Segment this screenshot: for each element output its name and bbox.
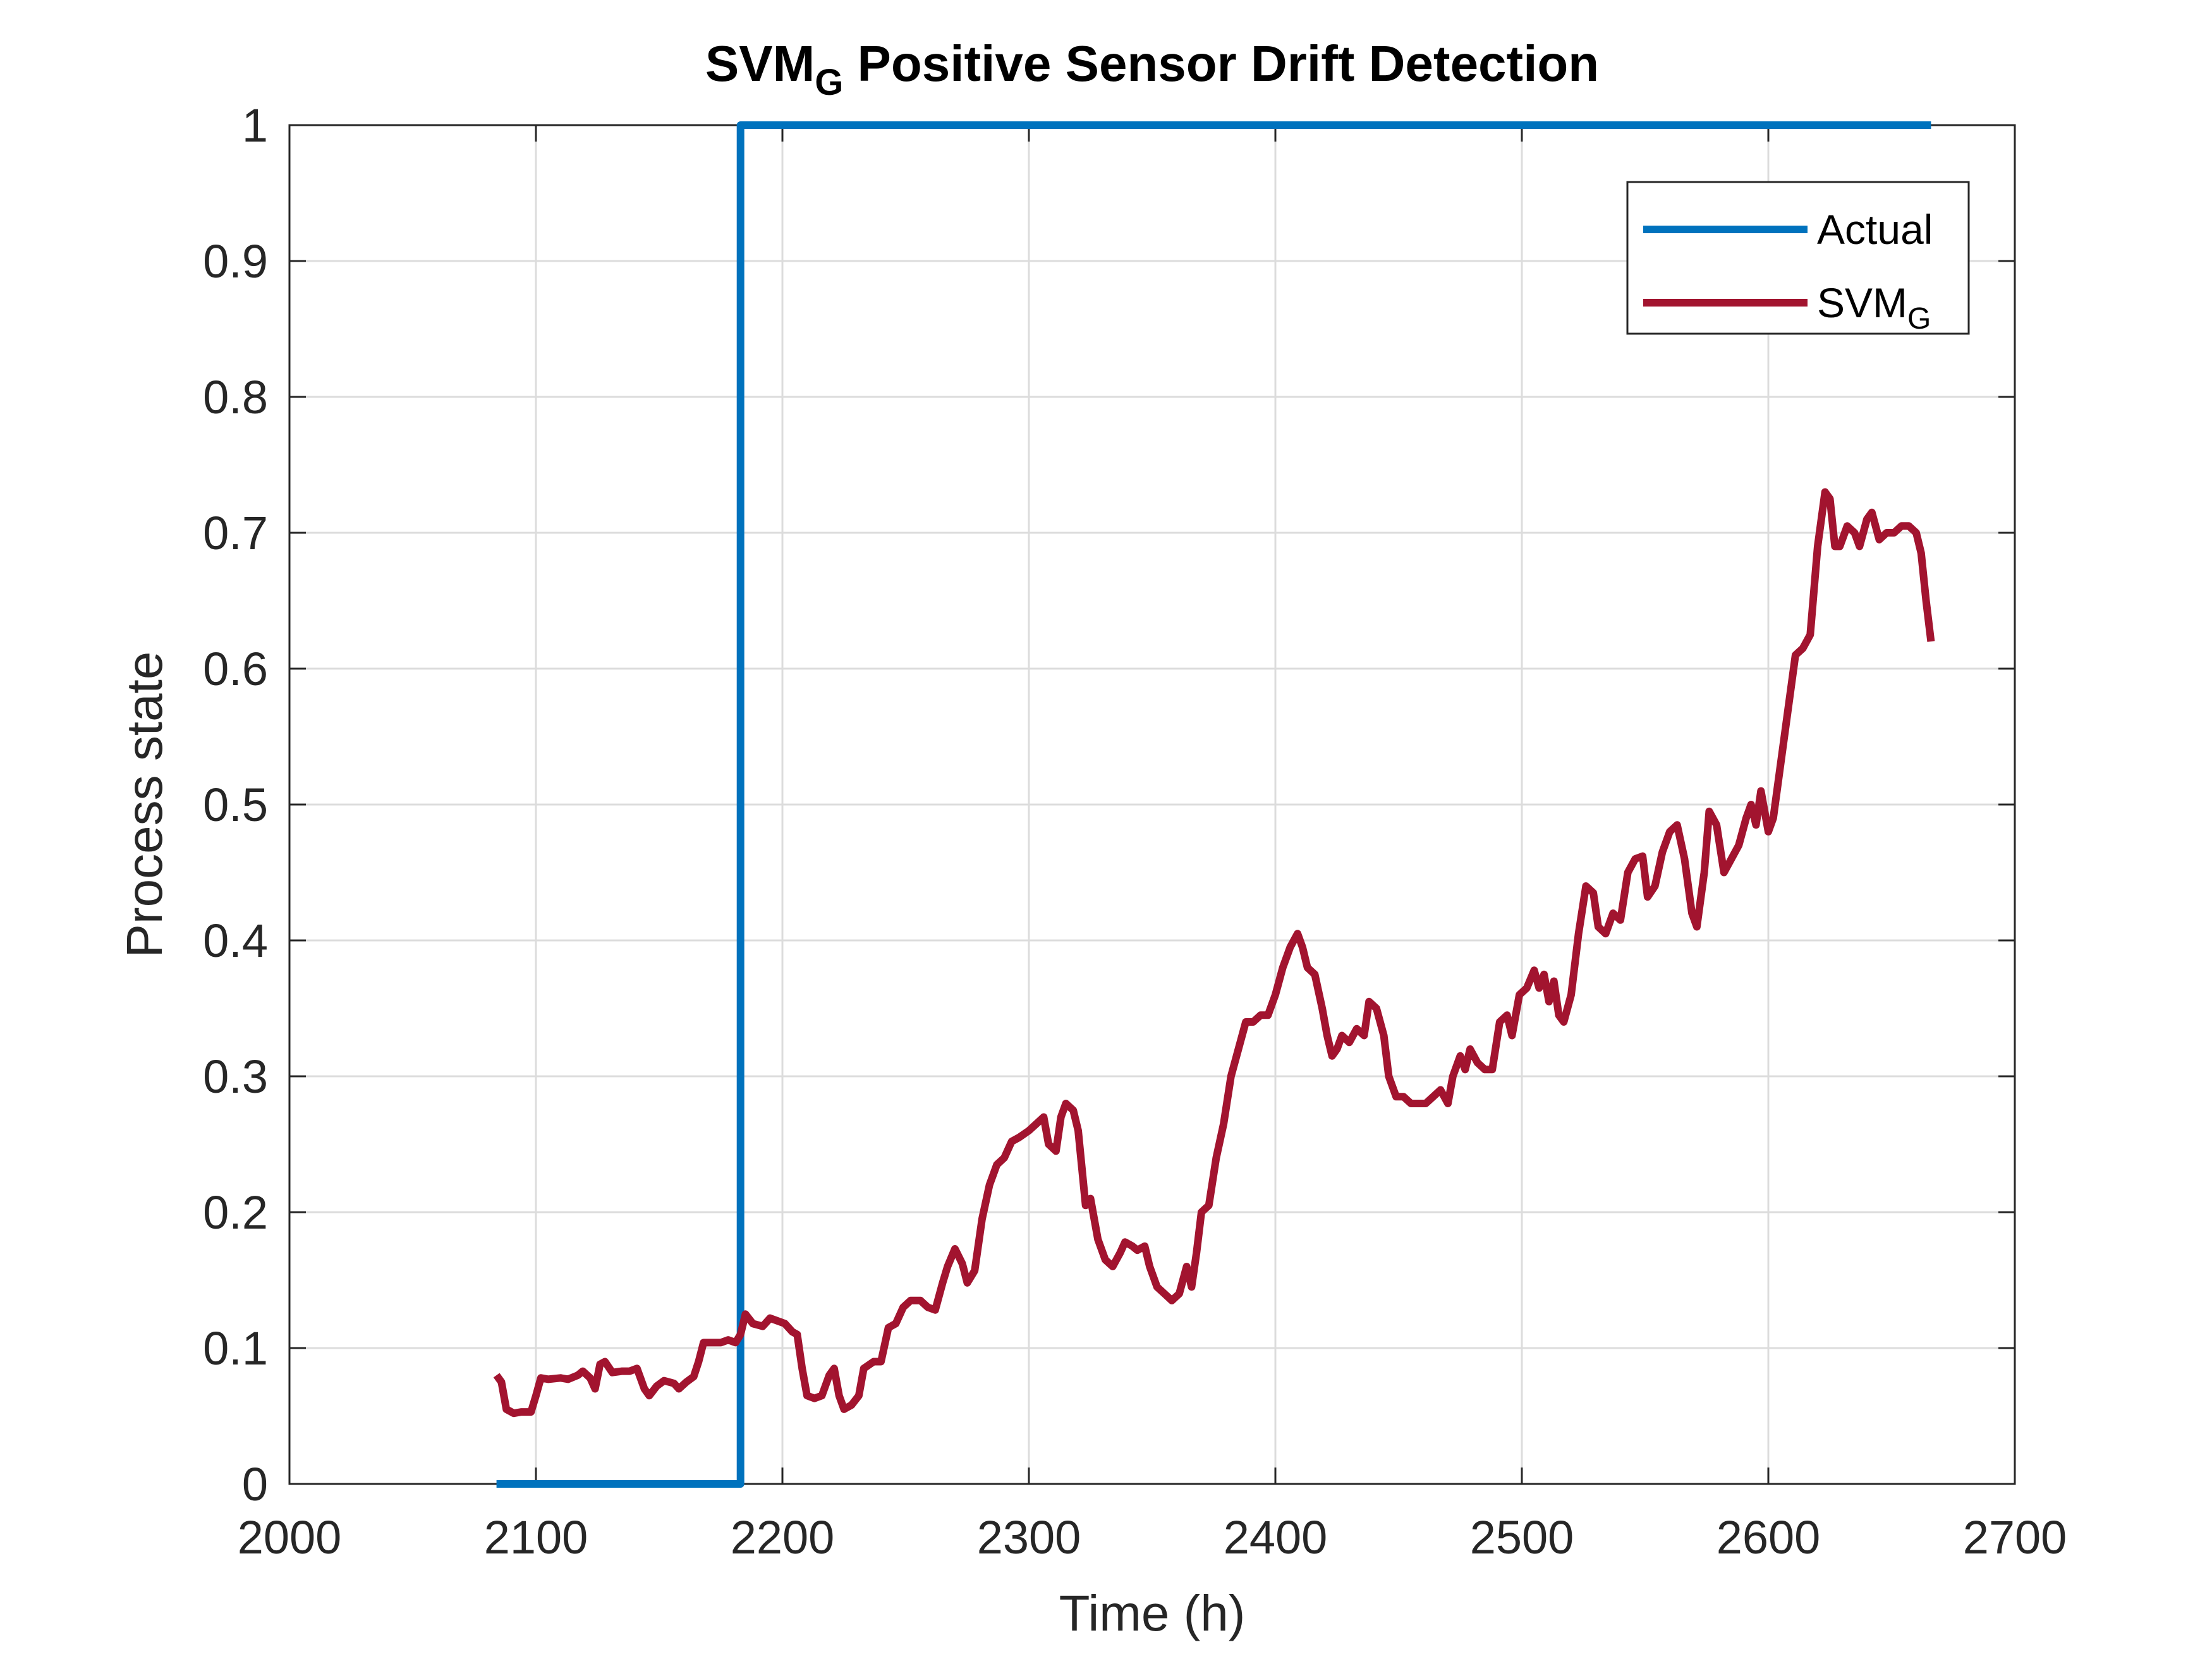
- legend: Actual SVMG: [1626, 181, 1970, 336]
- y-tick-label: 0.3: [203, 1050, 268, 1103]
- y-tick-label: 1: [242, 99, 268, 152]
- chart-title-main: SVM: [705, 35, 815, 92]
- x-tick-label: 2700: [1963, 1511, 2067, 1564]
- y-tick-label: 0.5: [203, 779, 268, 831]
- x-axis-label: Time (h): [1059, 1585, 1246, 1641]
- y-tick-label: 0.8: [203, 371, 268, 423]
- grid: [289, 125, 2015, 1484]
- series-line-actual: [496, 121, 1931, 1488]
- legend-label-svmg-main: SVM: [1817, 279, 1907, 326]
- x-tick-label: 2000: [238, 1511, 342, 1564]
- y-tick-label: 0.6: [203, 643, 268, 695]
- x-tick-label: 2500: [1470, 1511, 1574, 1564]
- x-tick-label: 2400: [1224, 1511, 1328, 1564]
- x-tick-label: 2200: [731, 1511, 835, 1564]
- legend-label-svmg: SVMG: [1817, 279, 1931, 336]
- x-tick-label: 2600: [1717, 1511, 1821, 1564]
- axis-ticks: 2000 2100 2200 2300 2400 2500 2600 2700 0 0.1 0.2 0…: [203, 99, 2067, 1564]
- y-tick-label: 0.9: [203, 235, 268, 288]
- y-tick-label: 0: [242, 1458, 268, 1510]
- y-tick-label: 0.4: [203, 915, 268, 967]
- y-axis-label: Process state: [116, 652, 173, 958]
- series-line-svmg: [493, 488, 1935, 1418]
- chart-title-rest: Positive Sensor Drift Detection: [843, 35, 1599, 92]
- legend-box: [1626, 181, 1970, 335]
- y-tick-label: 0.1: [203, 1322, 268, 1375]
- legend-label-svmg-subscript: G: [1907, 302, 1931, 336]
- chart-title: SVMG Positive Sensor Drift Detection: [705, 35, 1599, 103]
- chart-title-subscript: G: [815, 62, 843, 103]
- y-tick-label: 0.2: [203, 1186, 268, 1239]
- x-tick-label: 2300: [977, 1511, 1081, 1564]
- series-lines: [493, 121, 1935, 1488]
- legend-label-actual: Actual: [1817, 206, 1933, 253]
- y-tick-label: 0.7: [203, 507, 268, 559]
- x-tick-label: 2100: [484, 1511, 588, 1564]
